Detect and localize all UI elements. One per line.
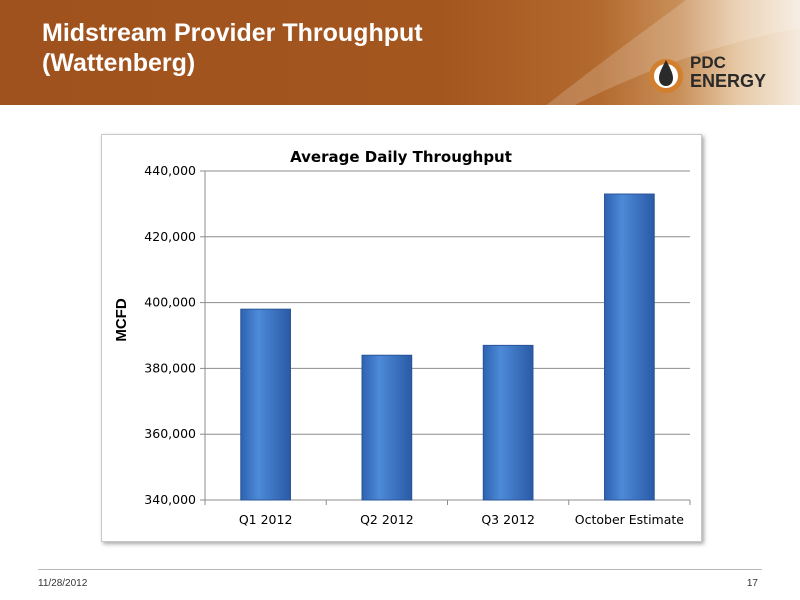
y-tick-label: 440,000 [144,163,196,178]
x-tick-label: October Estimate [575,512,685,527]
y-tick-label: 340,000 [144,492,196,507]
footer-date: 11/28/2012 [38,578,88,589]
y-axis-label: MCFD [113,298,130,341]
chart-bars [240,193,655,501]
bar-q1-2012 [240,308,291,501]
x-tick-label: Q3 2012 [481,512,535,527]
x-tick-labels: Q1 2012 Q2 2012 Q3 2012 October Estimate [239,512,684,527]
footer-divider [38,569,762,570]
slide-title-line1: Midstream Provider Throughput [42,19,423,47]
slide-header: Midstream Provider Throughput (Wattenber… [0,0,800,105]
chart-title: Average Daily Throughput [290,148,512,166]
y-tick-label: 420,000 [144,229,196,244]
pdc-energy-logo [649,59,683,93]
chart-frame: 340,000 360,000 380,000 400,000 420,000 440,0… [101,134,702,542]
x-tick-label: Q1 2012 [239,512,293,527]
logo-text-bottom: ENERGY [690,71,767,91]
header-swoosh [546,0,800,105]
x-tick-label: Q2 2012 [360,512,414,527]
slide-title-line2: (Wattenberg) [42,49,196,77]
slide-title: Midstream Provider Throughput (Wattenber… [42,18,423,78]
oil-drop-icon [659,60,673,86]
y-tick-label: 400,000 [144,295,196,310]
bar-q2-2012 [361,354,413,501]
bar-q3-2012 [482,344,534,501]
chart-axes [200,170,691,505]
bar-october-estimate [604,193,655,501]
y-tick-label: 380,000 [144,360,196,375]
y-tick-labels: 340,000 360,000 380,000 400,000 420,000 440,0… [144,163,196,507]
y-tick-label: 360,000 [144,426,196,441]
logo-text-top: PDC [690,53,726,72]
bar-chart: 340,000 360,000 380,000 400,000 420,000 440,0… [113,148,691,527]
page-number: 17 [746,578,758,589]
